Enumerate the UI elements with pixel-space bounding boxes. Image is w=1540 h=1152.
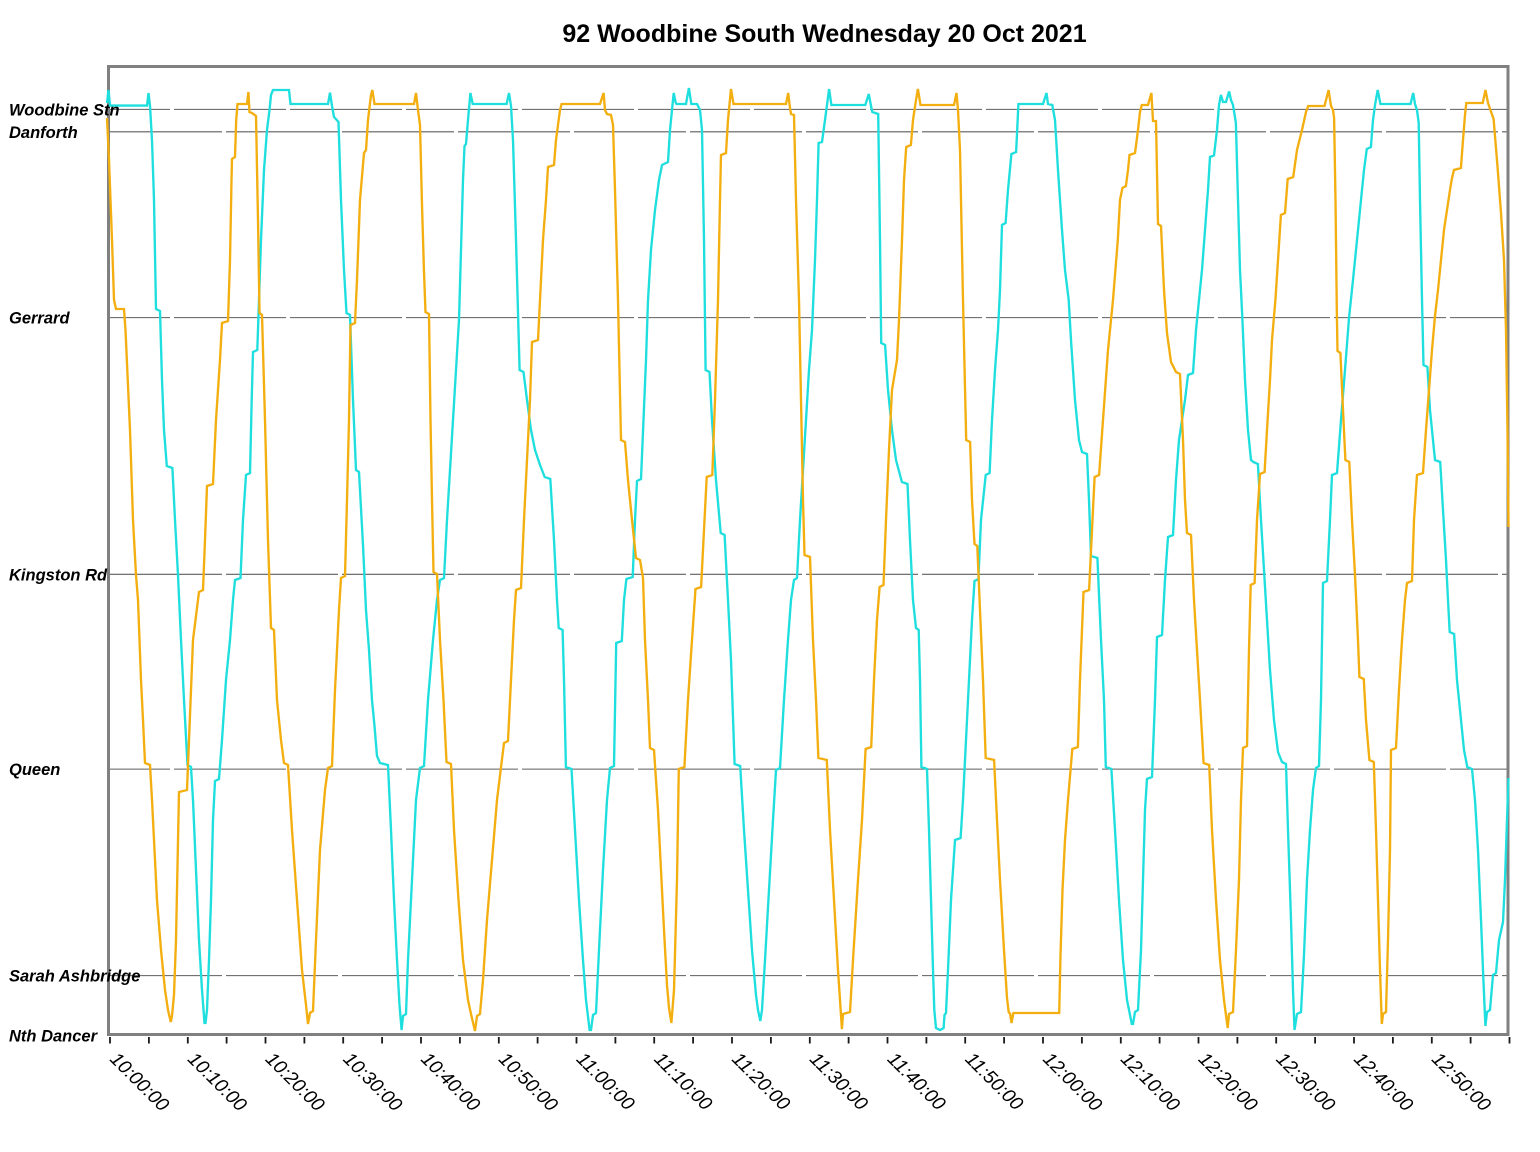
svg-text:Sarah Ashbridge: Sarah Ashbridge [9,968,140,986]
svg-text:92 Woodbine South Wednesday 20: 92 Woodbine South Wednesday 20 Oct 2021 [562,20,1086,48]
svg-text:Nth Dancer: Nth Dancer [9,1028,99,1046]
svg-text:Kingston Rd: Kingston Rd [9,566,108,584]
svg-text:Queen: Queen [9,761,60,779]
svg-text:Gerrard: Gerrard [9,310,70,328]
svg-text:Woodbine Stn: Woodbine Stn [9,101,120,119]
svg-text:Danforth: Danforth [9,124,78,142]
